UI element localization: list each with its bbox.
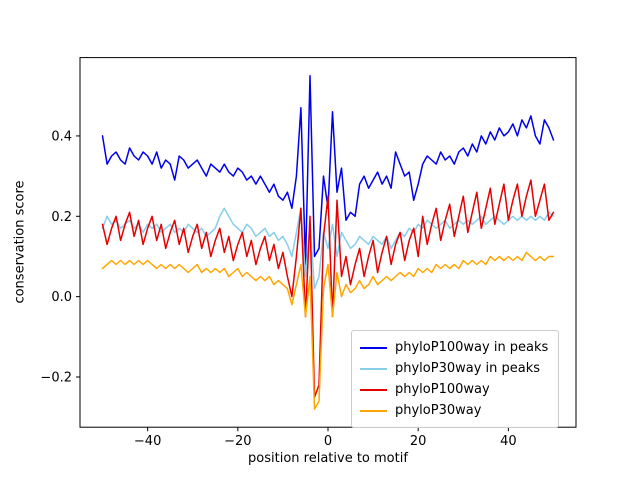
legend-item: phyloP100way <box>360 379 548 400</box>
x-axis-label: position relative to motif <box>248 451 408 466</box>
svg-text:−20: −20 <box>224 434 251 449</box>
legend-line-phylop100way <box>360 388 387 391</box>
svg-text:40: 40 <box>500 434 517 449</box>
svg-text:0.2: 0.2 <box>51 210 72 225</box>
legend-label: phyloP100way in peaks <box>395 340 549 355</box>
legend-label: phyloP30way <box>395 403 482 418</box>
svg-text:0: 0 <box>324 434 332 449</box>
legend-item: phyloP30way <box>360 400 548 421</box>
legend-line-phylop100way-in-peaks <box>360 346 387 349</box>
legend-label: phyloP30way in peaks <box>395 361 541 376</box>
svg-text:−40: −40 <box>134 434 161 449</box>
legend-label: phyloP100way <box>395 382 490 397</box>
svg-text:20: 20 <box>410 434 427 449</box>
svg-text:−0.2: −0.2 <box>40 370 72 385</box>
legend-line-phylop30way <box>360 409 387 412</box>
legend-item: phyloP30way in peaks <box>360 358 548 379</box>
legend-item: phyloP100way in peaks <box>360 337 548 358</box>
legend-line-phylop30way-in-peaks <box>360 367 387 370</box>
legend: phyloP100way in peaks phyloP30way in pea… <box>351 330 560 428</box>
svg-text:0.0: 0.0 <box>51 290 72 305</box>
y-axis-label: conservation score <box>12 180 28 304</box>
svg-text:0.4: 0.4 <box>51 129 72 144</box>
